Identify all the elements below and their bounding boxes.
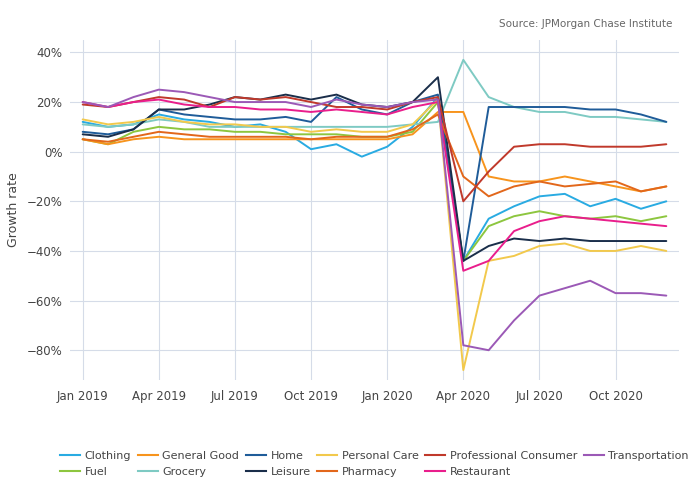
Text: Source: JPMorgan Chase Institute: Source: JPMorgan Chase Institute bbox=[498, 19, 672, 29]
Y-axis label: Growth rate: Growth rate bbox=[6, 172, 20, 248]
Legend: Clothing, Fuel, General Good, Grocery, Home, Leisure, Personal Care, Pharmacy, P: Clothing, Fuel, General Good, Grocery, H… bbox=[56, 447, 693, 481]
